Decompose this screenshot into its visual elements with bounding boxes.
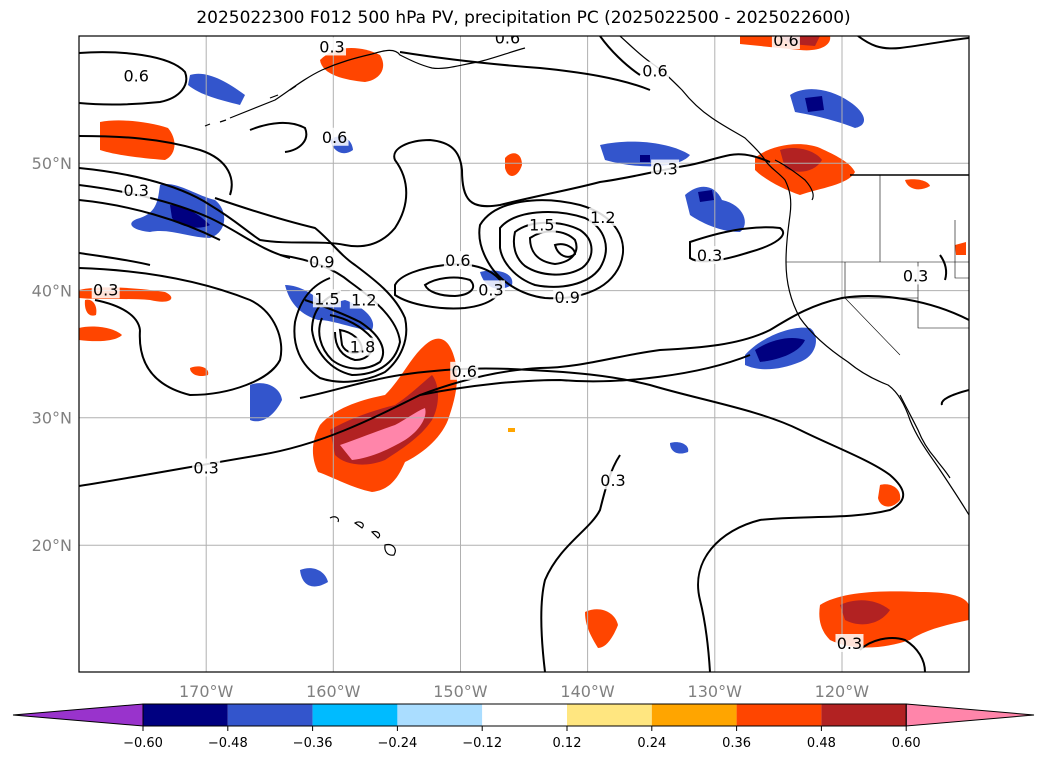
lon-tick-label: 120°W	[815, 682, 870, 701]
contour-label-bg	[640, 61, 669, 80]
contour-label-bg	[588, 207, 617, 226]
contour-label-bg	[192, 458, 221, 477]
colorbar-tick-label: 0.36	[722, 736, 751, 751]
contour-label: 0.9	[309, 252, 334, 271]
colorbar-bin	[736, 704, 822, 726]
contour-label-bg	[527, 215, 556, 234]
contour-label: 0.3	[478, 280, 503, 299]
contour-label: 0.3	[319, 37, 344, 56]
contour-label-bg	[901, 266, 930, 285]
contour-label: 0.3	[123, 181, 148, 200]
contour-label: 0.6	[123, 67, 148, 86]
lon-axis: 170°W 160°W 150°W 140°W 130°W 120°W	[179, 682, 869, 701]
lat-tick-label: 30°N	[32, 409, 72, 428]
colorbar-outline	[142, 703, 907, 727]
colorbar-bin	[567, 704, 652, 726]
contour-label-bg	[122, 66, 151, 85]
map-title: 2025022300 F012 500 hPa PV, precipitatio…	[196, 8, 851, 28]
colorbar-bin	[482, 704, 567, 726]
contour-label: 0.3	[93, 280, 118, 299]
contour-label: 1.2	[590, 208, 615, 227]
colorbar-tick-label: −0.24	[377, 736, 417, 751]
contour-label: 0.3	[903, 266, 928, 285]
colorbar-tick-label: −0.36	[293, 736, 333, 751]
map-plot-area: 0.6 0.3 0.6 0.6 0.6 0.6 0.3 0.3 1.5 1.2 0.3 0.3 0.9 0…	[79, 29, 969, 672]
contour-label-bg	[349, 290, 378, 309]
contour-label-bg	[771, 36, 800, 50]
lat-tick-label: 50°N	[32, 154, 72, 173]
colorbar-tick-label: −0.12	[462, 736, 502, 751]
contour-label-bg	[318, 37, 347, 56]
contour-label-bg	[312, 289, 341, 308]
lat-tick-label: 40°N	[32, 281, 72, 300]
contour-label-bg	[835, 634, 864, 653]
colorbar-tick-label: 0.24	[637, 736, 666, 751]
contour-label: 0.6	[495, 29, 520, 48]
contour-label: 0.3	[600, 471, 625, 490]
colorbar-bin	[227, 704, 313, 726]
colorbar-bin	[397, 704, 483, 726]
colorbar-extend-right	[905, 703, 1035, 727]
contour-label: 0.6	[642, 62, 667, 81]
pv-contours	[79, 36, 969, 672]
contour-label-bg	[307, 252, 336, 271]
contour-label-bg	[91, 280, 120, 299]
colorbar: −0.60 −0.48 −0.36 −0.24 −0.12 0.12 0.24 0.36 0.4…	[12, 703, 1035, 751]
colorbar-bin	[821, 704, 907, 726]
colorbar-tick-label: 0.12	[553, 736, 582, 751]
contour-label-bg	[443, 251, 472, 270]
contour-label: 0.6	[445, 251, 470, 270]
contour-label-bg	[599, 471, 627, 490]
contour-label: 0.6	[322, 128, 347, 147]
contour-label: 1.5	[314, 289, 339, 308]
lat-axis: 50°N 40°N 30°N 20°N	[32, 154, 72, 555]
contour-label: 0.3	[837, 634, 862, 653]
contour-label-bg	[476, 280, 505, 299]
colorbar-bin	[312, 704, 398, 726]
contour-labels: 0.6 0.3 0.6 0.6 0.6 0.6 0.3 0.3 1.5 1.2 0.3 0.3 0.9 0…	[91, 29, 930, 653]
lon-tick-label: 140°W	[560, 682, 615, 701]
colorbar-tick-label: −0.60	[123, 736, 163, 751]
contour-label: 0.9	[555, 288, 580, 307]
contour-label-bg	[122, 181, 151, 200]
precip-positive-patches	[79, 36, 969, 648]
contour-label-bg	[320, 127, 349, 146]
contour-label: 0.3	[193, 458, 218, 477]
precip-negative-patches	[131, 73, 865, 587]
colorbar-tick-label: −0.48	[208, 736, 248, 751]
lat-tick-label: 20°N	[32, 536, 72, 555]
contour-label: 0.6	[773, 31, 798, 50]
lon-tick-label: 170°W	[179, 682, 234, 701]
colorbar-bin	[143, 704, 228, 726]
lon-tick-label: 160°W	[306, 682, 361, 701]
colorbar-bin	[651, 704, 737, 726]
contour-label: 1.8	[350, 338, 375, 357]
contour-label: 0.3	[652, 160, 677, 179]
contour-label-bg	[450, 361, 479, 380]
contour-label: 1.5	[529, 216, 554, 235]
lon-tick-label: 150°W	[433, 682, 488, 701]
contour-label-bg	[695, 246, 724, 265]
contour-label-bg	[651, 159, 680, 178]
map-frame	[78, 35, 970, 673]
contour-label-bg	[493, 36, 522, 47]
contour-label: 0.6	[452, 362, 477, 381]
contour-label-bg	[553, 288, 582, 307]
colorbar-extend-left	[12, 703, 144, 727]
contour-label: 0.3	[697, 246, 722, 265]
graticule	[79, 36, 969, 672]
lon-tick-label: 130°W	[688, 682, 743, 701]
contour-label: 1.2	[351, 291, 376, 310]
colorbar-tick-label: 0.48	[807, 736, 836, 751]
contour-label-bg	[348, 337, 377, 356]
colorbar-tick-label: 0.60	[892, 736, 921, 751]
